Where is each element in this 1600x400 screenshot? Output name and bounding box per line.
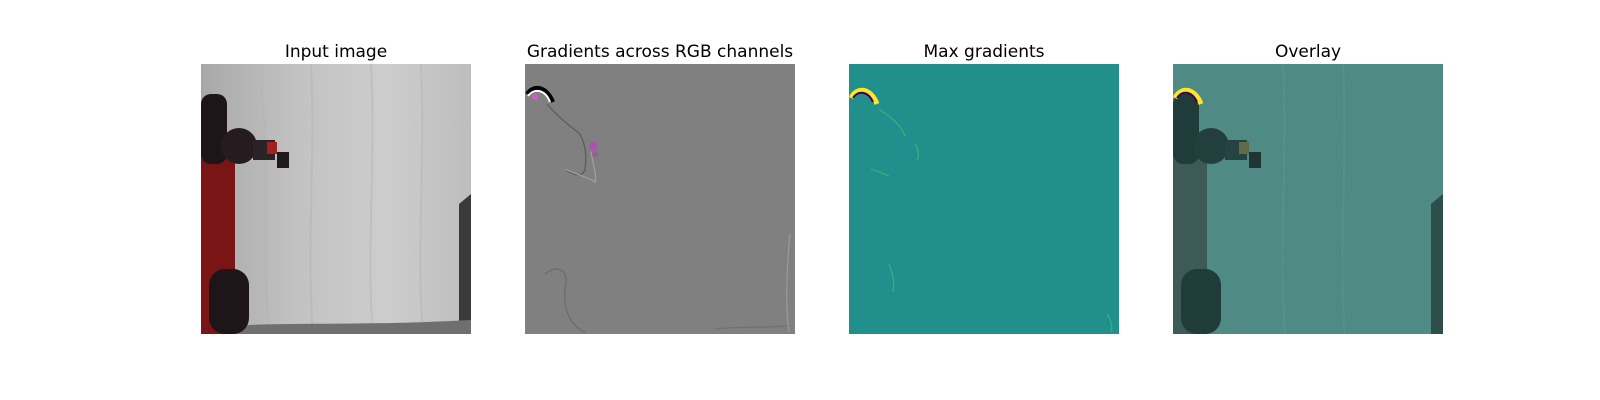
max-gradient-background [849, 64, 1119, 334]
overlay-image [1173, 64, 1443, 334]
cloth-folds [260, 64, 424, 334]
gradient-highlight-cluster [525, 85, 555, 103]
max-gradients-image [849, 64, 1119, 334]
overlay-backdrop-edge [1431, 194, 1443, 334]
panel-input-image: Input image [201, 40, 471, 334]
rgb-gradients-image [525, 64, 795, 334]
overlay-hotspot [1173, 87, 1204, 106]
gradient-magenta-spot [589, 142, 598, 157]
robot-upper [201, 94, 227, 164]
panel-max-gradients: Max gradients [849, 40, 1119, 334]
max-gradient-hotspot [849, 87, 880, 106]
robot-arm [201, 94, 289, 334]
panel-title: Overlay [1274, 42, 1342, 62]
gradient-background [525, 64, 795, 334]
panel-overlay: Overlay [1173, 40, 1443, 334]
max-gradient-edges [870, 108, 1113, 333]
panel-rgb-gradients: Gradients across RGB channels [525, 40, 795, 334]
robot-finger [277, 152, 289, 168]
robot-joint [209, 269, 249, 334]
overlay-cloth-folds [1281, 64, 1346, 334]
floor [231, 320, 471, 334]
panel-title: Input image [284, 42, 388, 62]
input-image [201, 64, 471, 334]
panel-title: Gradients across RGB channels [526, 42, 794, 62]
gradient-edges [544, 103, 791, 333]
robot-wrist [221, 128, 257, 164]
overlay-robot [1173, 94, 1261, 334]
backdrop-edge [459, 194, 471, 334]
panel-title: Max gradients [923, 42, 1045, 62]
robot-gripper-tip [267, 142, 277, 154]
